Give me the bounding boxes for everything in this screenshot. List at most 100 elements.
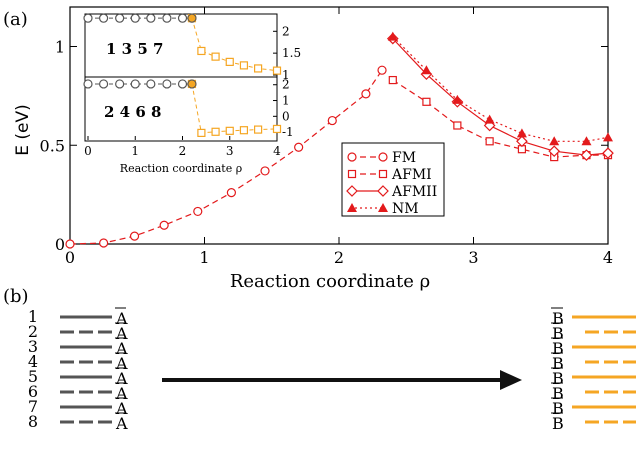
- inset-data-point: [146, 13, 156, 23]
- inset-x-tick-label: 2: [179, 144, 187, 158]
- data-point-fm: [361, 89, 371, 99]
- inset-bottom-title: 2 4 6 8: [104, 103, 161, 121]
- data-point-afmii: [516, 135, 528, 148]
- level-b-label: B: [552, 309, 564, 328]
- level-b-label: B: [552, 339, 564, 358]
- data-point-fm: [65, 239, 75, 249]
- level-number: 2: [28, 322, 38, 341]
- data-point-nm: [387, 31, 398, 41]
- inset-data-point: [211, 127, 220, 136]
- data-point-fm: [377, 65, 387, 75]
- legend-label: AFMI: [391, 167, 432, 183]
- inset-data-point: [130, 13, 140, 23]
- transition-arrow: [162, 370, 522, 390]
- panel-label-b: (b): [3, 286, 29, 307]
- inset-data-point: [83, 79, 93, 89]
- level-number: 7: [28, 397, 38, 416]
- legend-label: NM: [392, 201, 419, 217]
- panel-label-a: (a): [3, 9, 28, 30]
- main-ticks: 0 1 2 3 400.51: [40, 7, 613, 267]
- legend-marker: [378, 169, 388, 179]
- series-line-nm: [392, 36, 609, 142]
- data-point-afmi: [453, 121, 462, 130]
- data-point-afmii: [602, 147, 614, 159]
- legend-marker: [378, 203, 388, 212]
- inset-data-point: [272, 124, 282, 134]
- panel-b: 1 A B2 A B3 A B4 A B5 A B6 A B7 A B8 A B: [28, 307, 636, 433]
- inset-y-tick-label: 2: [282, 78, 290, 92]
- data-point-nm: [603, 132, 613, 142]
- data-point-afmi: [388, 75, 397, 85]
- inset-data-point: [146, 79, 156, 89]
- inset-data-point: [162, 13, 172, 23]
- legend-marker: [347, 203, 357, 212]
- data-point-fm: [99, 238, 109, 248]
- inset-x-axis-label: Reaction coordinate ρ: [120, 162, 242, 175]
- legend-marker: [347, 152, 357, 162]
- level-number: 6: [28, 382, 38, 401]
- main-chart: 0 1 2 3 400.51 Reaction coordinate ρ E (eV) …: [13, 6, 614, 292]
- main-series: [65, 31, 614, 249]
- inset-y-tick-label: 1: [282, 94, 290, 108]
- inset-data-point: [239, 126, 249, 135]
- inset-data-point: [197, 128, 206, 137]
- x-tick-label: 1: [199, 248, 209, 267]
- y-tick-label: 1: [55, 38, 65, 57]
- data-point-afmii: [580, 149, 593, 161]
- level-b-label: B: [552, 354, 564, 373]
- level-b-label: B: [552, 414, 564, 433]
- inset-data-point: [211, 52, 220, 61]
- data-point-fm: [327, 115, 337, 126]
- inset-transition-point: [187, 79, 197, 89]
- inset-data-point: [130, 79, 140, 89]
- inset-top-title: 1 3 5 7: [106, 40, 163, 58]
- inset-data-point: [115, 13, 125, 23]
- data-point-afmi: [485, 137, 494, 146]
- inset-data-point: [225, 126, 234, 135]
- inset-y-tick-label: -1: [282, 125, 294, 139]
- data-point-afmii: [548, 145, 561, 158]
- data-point-fm: [159, 220, 169, 230]
- series-line-afmi: [392, 79, 608, 158]
- level-number: 4: [28, 352, 38, 371]
- level-number: 5: [28, 367, 38, 386]
- legend-frame: [341, 142, 445, 217]
- level-a-label: A: [115, 414, 128, 433]
- data-point-nm: [516, 128, 527, 138]
- level-number: 3: [28, 337, 38, 356]
- inset-y-tick-label: 0: [282, 109, 290, 123]
- x-tick-label: 0: [65, 248, 75, 267]
- data-point-fm: [193, 206, 203, 217]
- data-point-nm: [421, 65, 432, 75]
- legend-marker: [377, 185, 389, 197]
- inset-data-point: [254, 64, 263, 73]
- inset-y-tick-label: 1.5: [282, 46, 301, 60]
- arrow-head: [500, 370, 522, 390]
- inset-y-tick-label: 2: [282, 24, 290, 38]
- data-point-fm: [226, 188, 236, 198]
- x-tick-label: 3: [468, 248, 478, 267]
- legend-marker: [347, 169, 357, 179]
- inset-data-point: [197, 46, 206, 56]
- inset-data-point: [225, 57, 234, 66]
- y-tick-label: 0.5: [40, 136, 65, 155]
- data-point-nm: [581, 136, 592, 146]
- inset-data-point: [115, 79, 125, 89]
- inset-data-point: [83, 13, 93, 23]
- level-number: 8: [28, 412, 38, 431]
- inset-data-point: [98, 13, 109, 23]
- series-line-afmii: [392, 38, 609, 156]
- inset-x-tick-label: 0: [84, 144, 92, 158]
- inset-data-point: [272, 66, 282, 75]
- level-number: 1: [28, 307, 38, 326]
- x-tick-label: 2: [334, 248, 344, 267]
- level-b-label: B: [552, 324, 564, 343]
- inset-x-tick-label: 3: [226, 144, 234, 158]
- data-point-afmi: [422, 97, 431, 106]
- legend-marker: [346, 185, 358, 197]
- legend-marker: [378, 152, 388, 162]
- data-point-fm: [294, 142, 304, 152]
